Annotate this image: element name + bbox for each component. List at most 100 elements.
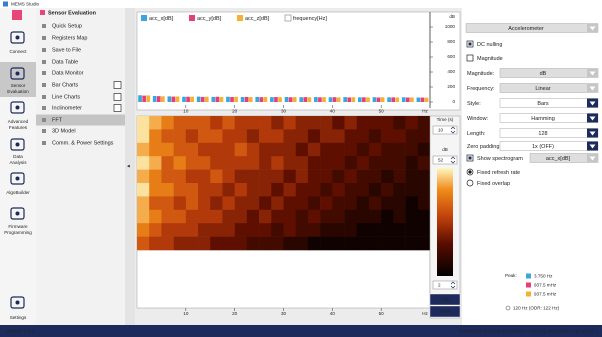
spectrogram-cell — [149, 169, 162, 184]
dropdown[interactable] — [499, 98, 599, 108]
spectrogram-cell — [259, 116, 272, 130]
time-spin-arrows[interactable] — [450, 126, 456, 134]
dropdown-value[interactable]: 128 — [538, 131, 547, 137]
dropdown[interactable] — [499, 128, 599, 138]
time-spin[interactable]: 10 — [438, 128, 444, 133]
popout-icon[interactable] — [113, 81, 122, 89]
legend-label[interactable]: acc_z[dB] — [245, 16, 270, 22]
time-spin-box[interactable] — [432, 125, 458, 135]
dropdown-arrow[interactable] — [589, 144, 596, 149]
nav-label[interactable]: AlgoBuilder — [6, 190, 30, 195]
checkbox-label[interactable]: Show spectrogram — [477, 156, 523, 162]
db-min-spin-box[interactable] — [432, 280, 458, 290]
field-label: Length: — [467, 131, 486, 137]
nav-bar — [0, 8, 36, 325]
legend-label[interactable]: frequency[Hz] — [293, 16, 327, 22]
legend-label[interactable]: acc_x[dB] — [149, 16, 174, 22]
button[interactable] — [429, 305, 461, 318]
collapse-arrow[interactable]: ◂ — [127, 163, 130, 169]
button-label[interactable]: Auto — [440, 297, 450, 302]
nav-label[interactable]: Connect — [9, 49, 27, 54]
dropdown-value[interactable]: 1x (OFF) — [532, 144, 554, 150]
db-min-spin[interactable]: 2 — [438, 283, 441, 288]
nav-icon[interactable] — [10, 207, 25, 220]
spectrogram-cell — [368, 236, 382, 251]
spectrogram-cell — [405, 223, 419, 237]
menu-item[interactable]: Data Monitor — [52, 70, 84, 76]
nav-icon[interactable] — [10, 67, 25, 80]
nav-label[interactable]: Analysis — [9, 160, 27, 165]
db-max-spin-box[interactable] — [432, 155, 458, 165]
menu-item[interactable]: 3D Model — [52, 128, 76, 134]
spectrogram-cell — [137, 223, 150, 237]
bar — [171, 96, 176, 102]
spectrogram-cell — [417, 129, 431, 144]
db-min-spin-arrows[interactable] — [450, 281, 456, 289]
menu-item[interactable]: Data Table — [52, 59, 78, 65]
spectrogram-cell — [393, 142, 406, 157]
popout-icon[interactable] — [113, 104, 122, 112]
collapse-strip[interactable] — [125, 8, 135, 325]
spectrogram-cell — [271, 183, 284, 197]
button[interactable] — [429, 293, 461, 306]
nav-label[interactable]: Settings — [10, 315, 27, 320]
dropdown-value[interactable]: Hamming — [531, 116, 555, 122]
nav-label[interactable]: Advanced — [8, 119, 29, 124]
spectrogram-cell — [332, 196, 345, 211]
nav-label[interactable]: Firmware — [8, 224, 28, 229]
spectrogram-cell — [368, 209, 382, 224]
menu-item[interactable]: Registers Map — [52, 35, 87, 41]
dropdown-arrow[interactable] — [589, 131, 596, 136]
nav-icon[interactable] — [10, 138, 25, 151]
radio-label[interactable]: Fixed refresh rate — [477, 170, 520, 176]
button-label[interactable]: Save — [440, 309, 451, 314]
nav-label[interactable]: Data — [13, 154, 23, 159]
spectrogram-cell — [234, 116, 248, 130]
nav-icon[interactable] — [10, 172, 25, 185]
dropdown-arrow[interactable] — [589, 116, 596, 121]
spectrogram-cell — [381, 183, 394, 197]
nav-label[interactable]: Programming — [4, 230, 32, 235]
spectrogram-cell — [320, 169, 333, 184]
dropdown-arrow[interactable] — [589, 101, 596, 106]
dropdown-value[interactable]: Bars — [537, 101, 549, 107]
checkbox-label[interactable]: DC nulling — [477, 42, 502, 48]
popout-icon[interactable] — [113, 93, 122, 101]
menu-item[interactable]: Comm. & Power Settings — [52, 140, 114, 146]
peak-title: Peak: — [505, 273, 517, 278]
settings-panel — [462, 8, 602, 325]
spectrogram-cell — [210, 196, 223, 211]
legend-label[interactable]: acc_y[dB] — [197, 16, 222, 22]
menu-item[interactable]: Line Charts — [52, 94, 80, 100]
bar — [322, 97, 326, 102]
spectrogram-cell — [344, 169, 358, 184]
nav-icon[interactable] — [10, 101, 25, 114]
spectrogram-cell — [283, 156, 297, 170]
checkbox[interactable] — [466, 54, 474, 62]
spectrogram-cell — [356, 209, 370, 224]
nav-label[interactable]: Evaluation — [7, 89, 29, 94]
bar — [372, 97, 377, 102]
menu-item[interactable]: FFT — [52, 117, 63, 123]
nav-icon-dot — [15, 142, 20, 147]
radio[interactable] — [466, 179, 474, 187]
nav-label[interactable]: Features — [9, 125, 28, 130]
checkbox-label[interactable]: Magnitude — [477, 56, 503, 62]
menu-item[interactable]: Bar Charts — [52, 82, 79, 88]
spectrogram-cell — [405, 236, 419, 251]
nav-icon[interactable] — [10, 296, 25, 309]
nav-icon[interactable] — [10, 31, 25, 44]
spectrogram-cell — [185, 236, 199, 251]
menu-item[interactable]: Inclinometer — [52, 105, 82, 111]
spectrogram-cell — [344, 196, 358, 211]
radio-label[interactable]: Fixed overlap — [477, 181, 510, 187]
spectrogram-cell — [246, 169, 260, 184]
spectrogram-cell — [222, 236, 235, 251]
menu-item[interactable]: Save to File — [52, 47, 81, 53]
nav-label[interactable]: Sensor — [11, 83, 26, 88]
menu-item[interactable]: Quick Setup — [52, 23, 82, 29]
spectrogram-cell — [222, 223, 235, 237]
db-max-spin[interactable]: 52 — [438, 158, 444, 163]
db-max-spin-arrows[interactable] — [450, 156, 456, 164]
spectrogram-cell — [234, 236, 248, 251]
